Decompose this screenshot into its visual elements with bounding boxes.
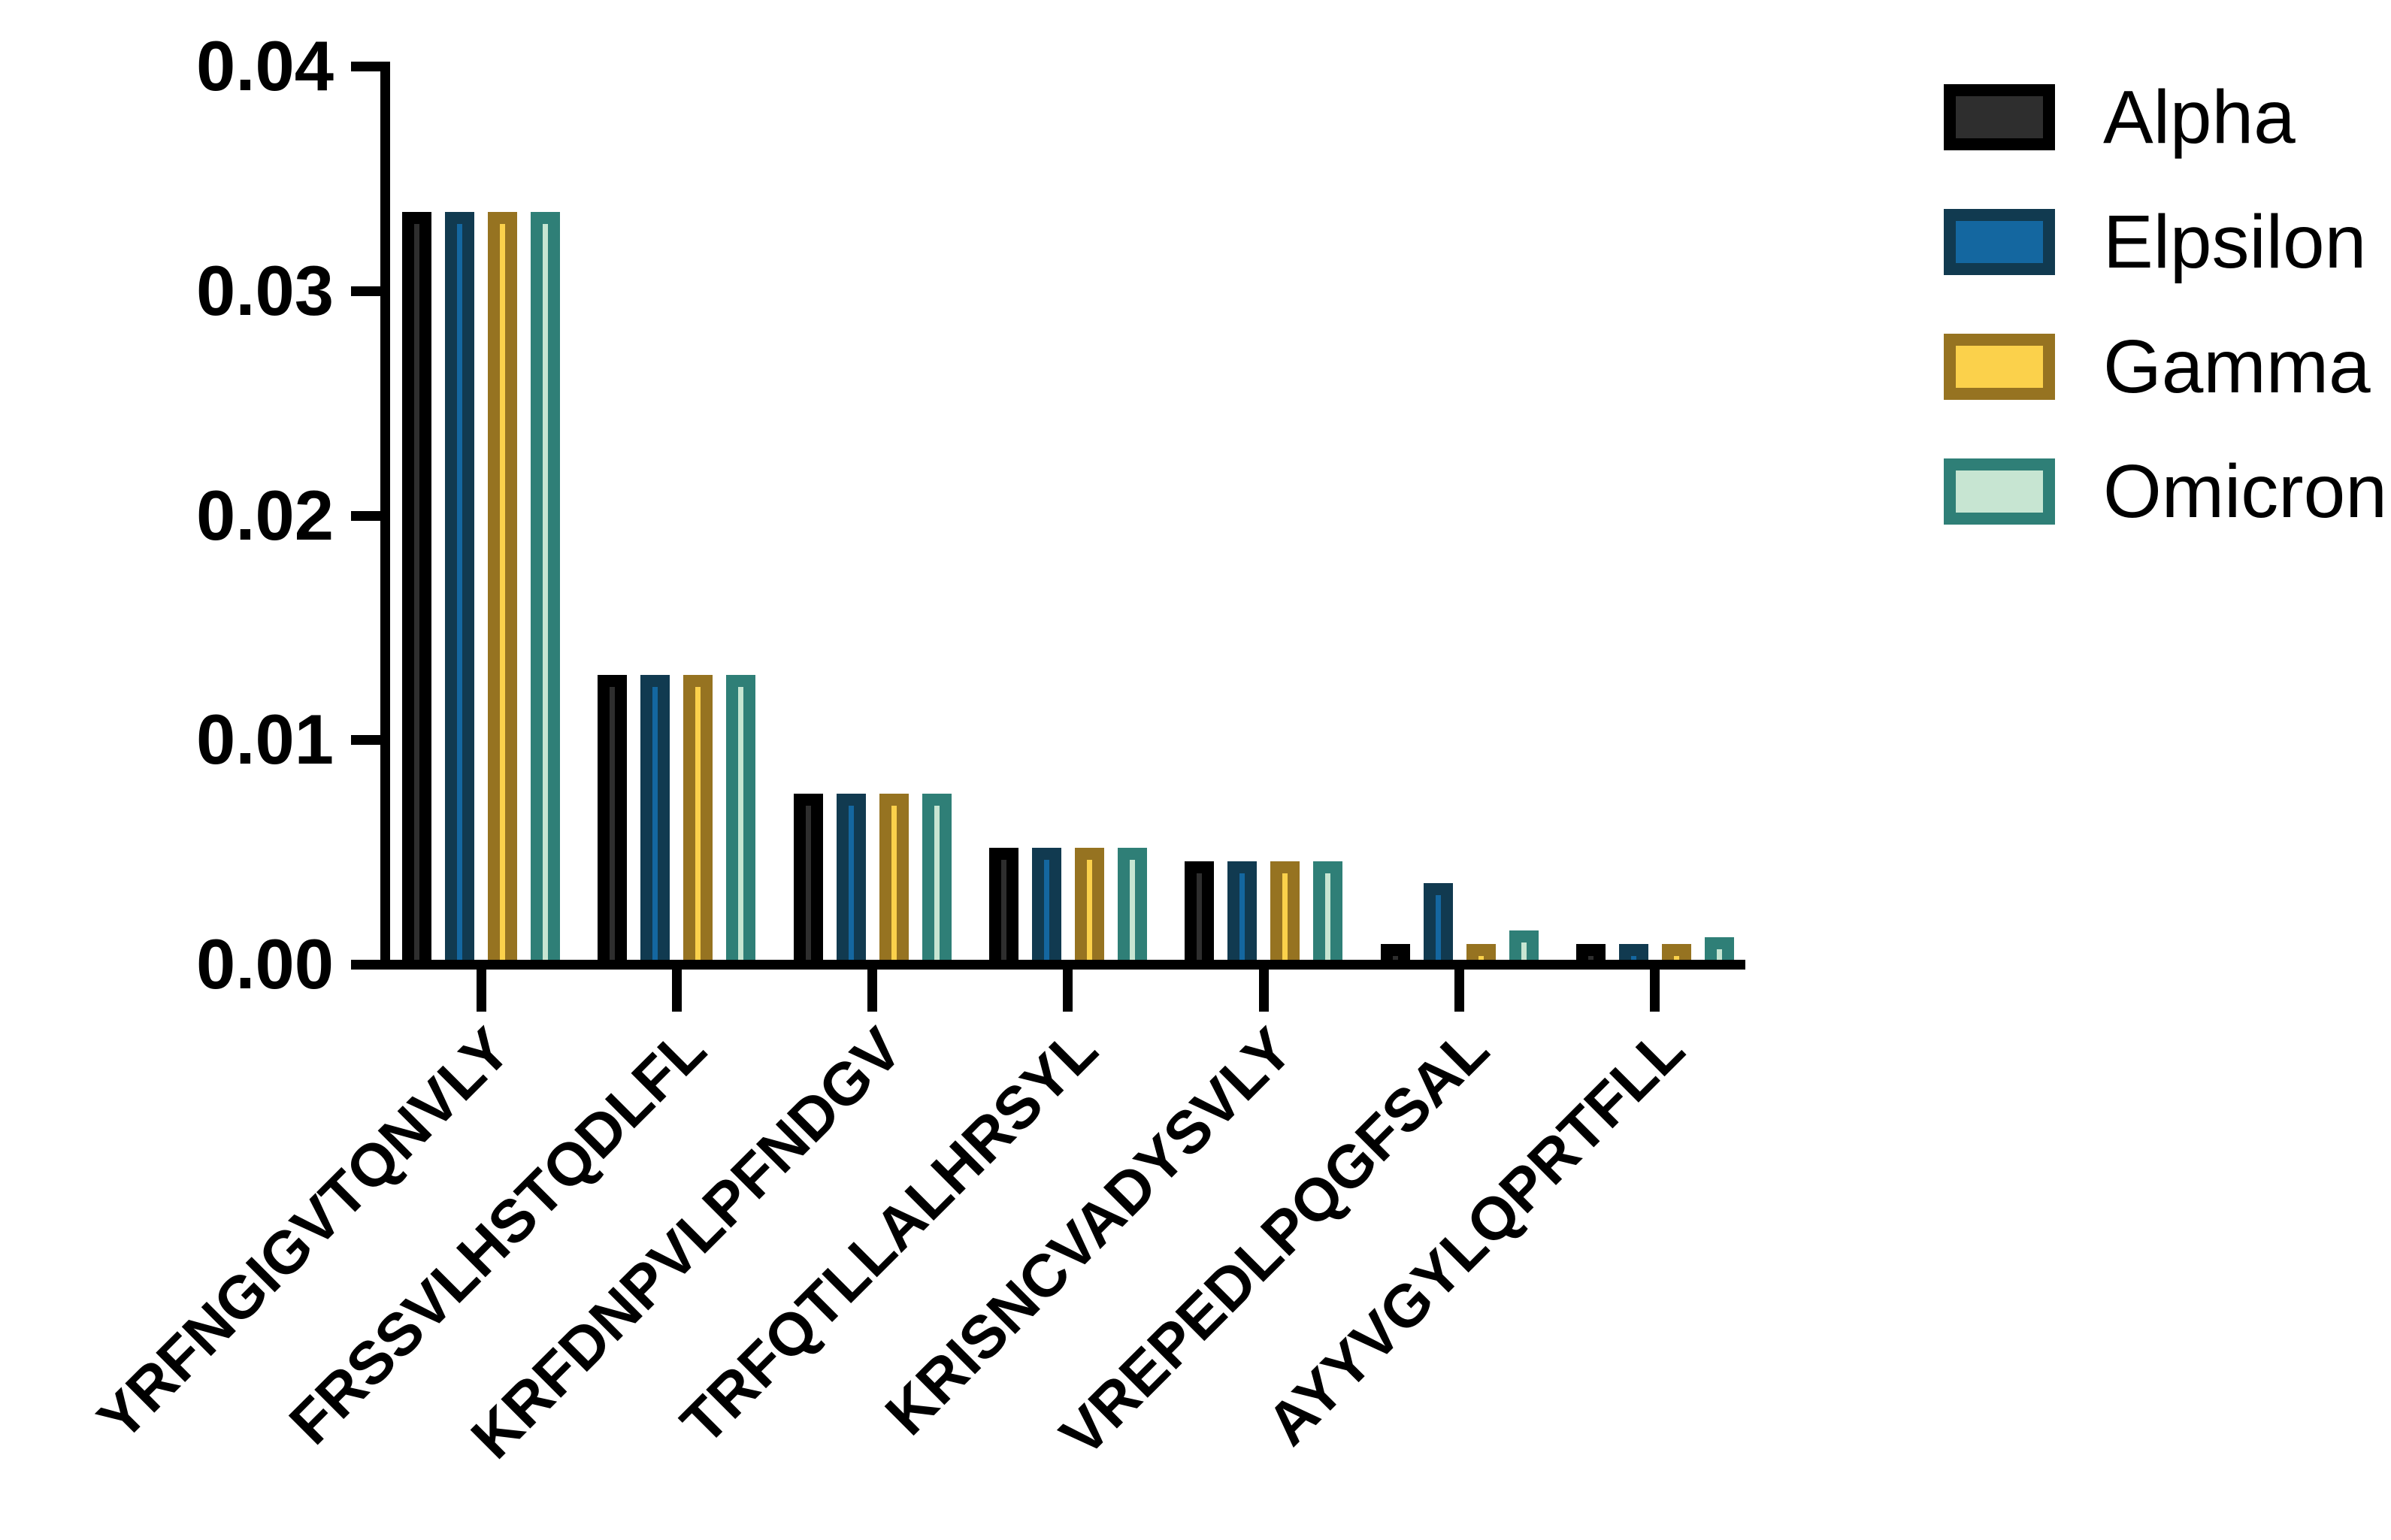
bar-alpha [1185,861,1214,960]
x-tick [1063,970,1073,1012]
x-tick [867,970,877,1012]
x-tick [1259,970,1269,1012]
y-tick [351,62,390,71]
x-axis-line [380,960,1745,970]
x-tick [672,970,682,1012]
x-tick [1454,970,1464,1012]
bar-omicron [726,675,755,960]
bar-elpsilon [640,675,670,960]
bar-alpha [794,794,823,960]
legend-item-gamma: Gamma [1944,329,2387,404]
bar-alpha [1381,944,1410,960]
bar-elpsilon [1032,848,1061,960]
bar-elpsilon [445,212,474,960]
y-tick [351,286,390,296]
bar-elpsilon [1424,883,1453,960]
x-tick [477,970,486,1012]
legend: Alpha Elpsilon Gamma Omicron [1944,80,2387,583]
legend-swatch [1944,209,2055,275]
bar-alpha [402,212,431,960]
bar-gamma [879,794,909,960]
legend-swatch [1944,334,2055,400]
y-tick [351,735,390,745]
legend-label: Elpsilon [2103,200,2367,284]
legend-item-omicron: Omicron [1944,454,2387,529]
bar-elpsilon [1227,861,1257,960]
bar-elpsilon [837,794,866,960]
legend-label: Alpha [2103,75,2296,159]
y-tick [351,960,390,970]
y-tick-label: 0.02 [196,476,334,555]
x-tick [1650,970,1660,1012]
bar-gamma [1075,848,1104,960]
y-tick-label: 0.00 [196,924,334,1003]
bar-gamma [1662,944,1691,960]
legend-label: Omicron [2103,449,2387,534]
bar-omicron [922,794,952,960]
bar-omicron [1118,848,1147,960]
bar-alpha [1576,944,1606,960]
bar-alpha [598,675,627,960]
bar-gamma [1270,861,1300,960]
y-tick [351,511,390,521]
bar-gamma [1466,944,1496,960]
bar-gamma [683,675,713,960]
bar-omicron [1313,861,1342,960]
legend-item-elpsilon: Elpsilon [1944,204,2387,280]
y-tick-label: 0.03 [196,251,334,330]
bar-alpha [989,848,1018,960]
bar-omicron [531,212,560,960]
bar-omicron [1705,937,1734,960]
bar-elpsilon [1619,944,1648,960]
y-tick-label: 0.04 [196,26,334,105]
y-tick-label: 0.01 [196,700,334,779]
bar-gamma [488,212,517,960]
legend-swatch [1944,84,2055,150]
bar-omicron [1509,930,1539,960]
legend-item-alpha: Alpha [1944,80,2387,155]
legend-swatch [1944,458,2055,525]
legend-label: Gamma [2103,325,2371,409]
